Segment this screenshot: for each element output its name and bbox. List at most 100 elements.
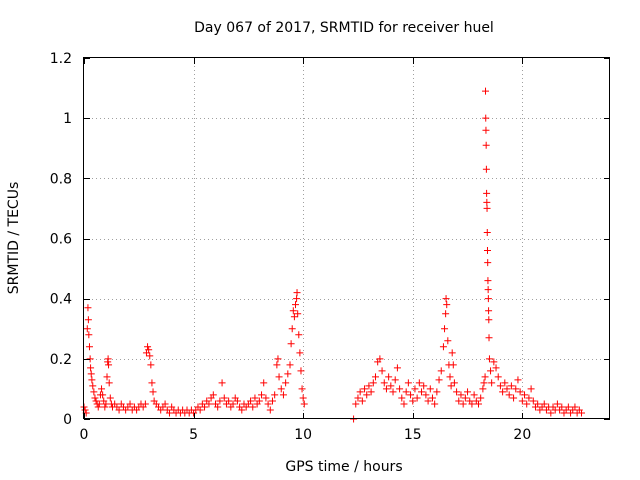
data-point	[289, 307, 297, 315]
data-point	[144, 343, 152, 351]
data-point	[274, 355, 282, 363]
data-point	[484, 277, 492, 285]
data-point	[279, 391, 287, 399]
data-point	[413, 394, 421, 402]
data-point	[86, 355, 94, 363]
data-point	[424, 397, 432, 405]
data-point	[87, 364, 95, 372]
data-point	[446, 373, 454, 381]
data-point	[393, 364, 401, 372]
data-point	[420, 382, 428, 390]
data-point	[300, 400, 308, 408]
data-point	[443, 301, 451, 309]
data-point	[268, 397, 276, 405]
data-point	[271, 391, 279, 399]
data-point	[293, 289, 301, 297]
data-point	[84, 316, 92, 324]
data-point	[540, 400, 548, 408]
data-point	[482, 126, 490, 134]
data-point	[479, 385, 487, 393]
data-point	[238, 406, 246, 414]
data-point	[284, 370, 292, 378]
data-point	[149, 388, 157, 396]
data-point	[367, 388, 375, 396]
data-point	[90, 388, 98, 396]
x-tick-label: 10	[294, 427, 312, 443]
data-point	[409, 397, 417, 405]
tick-labels: 0 5 10 15 20 0 0.2 0.4 0.6 0.8 1 1.2	[50, 51, 532, 443]
data-point	[457, 391, 465, 399]
data-point	[437, 367, 445, 375]
data-point	[380, 379, 388, 387]
data-point	[290, 313, 298, 321]
data-point	[92, 397, 100, 405]
data-point	[369, 379, 377, 387]
data-point	[216, 397, 224, 405]
data-point	[361, 385, 369, 393]
data-point	[448, 349, 456, 357]
data-point	[553, 400, 561, 408]
data-point	[407, 391, 415, 399]
data-point	[514, 376, 522, 384]
data-point	[293, 295, 301, 303]
data-point	[105, 379, 113, 387]
data-point	[433, 388, 441, 396]
data-point	[145, 346, 153, 354]
data-point	[400, 400, 408, 408]
data-point	[273, 361, 281, 369]
data-point	[494, 373, 502, 381]
data-point	[442, 295, 450, 303]
data-point	[488, 379, 496, 387]
data-point	[382, 385, 390, 393]
data-point	[483, 228, 491, 236]
x-tick-label: 15	[404, 427, 422, 443]
y-tick-label: 0	[63, 412, 72, 428]
data-point	[490, 358, 498, 366]
data-point	[94, 403, 102, 411]
data-point	[483, 204, 491, 212]
data-point	[512, 385, 520, 393]
data-point	[291, 301, 299, 309]
data-point	[141, 400, 149, 408]
data-point	[482, 114, 490, 122]
data-point	[101, 403, 109, 411]
data-point	[428, 394, 436, 402]
x-tick-label: 20	[513, 427, 531, 443]
data-point	[266, 406, 274, 414]
data-point	[106, 394, 114, 402]
data-point	[482, 165, 490, 173]
data-point	[450, 379, 458, 387]
data-point	[444, 337, 452, 345]
data-point	[483, 247, 491, 255]
data-point	[487, 367, 495, 375]
data-point	[233, 397, 241, 405]
data-point	[378, 367, 386, 375]
y-tick-label: 0.8	[50, 171, 72, 187]
data-point	[503, 385, 511, 393]
data-point	[294, 310, 302, 318]
data-point	[105, 361, 113, 369]
data-point	[496, 382, 504, 390]
plot-frame	[83, 57, 610, 419]
data-point	[365, 382, 373, 390]
data-point	[146, 352, 154, 360]
data-point	[492, 364, 500, 372]
data-point	[461, 394, 469, 402]
data-point	[286, 361, 294, 369]
data-point	[483, 189, 491, 197]
data-point	[525, 394, 533, 402]
data-point	[251, 394, 259, 402]
y-tick-label: 1	[63, 111, 72, 127]
data-point	[482, 87, 490, 95]
grid-lines	[84, 58, 610, 419]
data-point	[296, 349, 304, 357]
data-point	[389, 388, 397, 396]
data-point	[95, 400, 103, 408]
data-point	[297, 367, 305, 375]
data-point	[85, 331, 93, 339]
data-point	[578, 409, 586, 417]
data-point	[89, 382, 97, 390]
data-point	[482, 141, 490, 149]
data-point	[485, 334, 493, 342]
data-point	[247, 397, 255, 405]
